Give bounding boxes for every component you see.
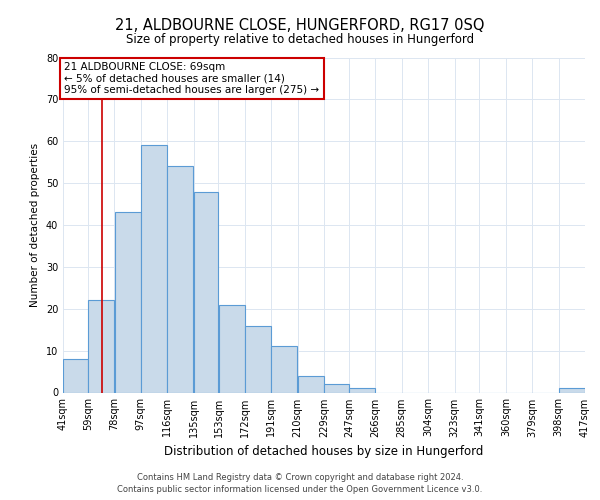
Bar	[167, 166, 193, 392]
Bar	[559, 388, 585, 392]
Bar	[298, 376, 324, 392]
Text: Contains HM Land Registry data © Crown copyright and database right 2024.
Contai: Contains HM Land Registry data © Crown c…	[118, 472, 482, 494]
Bar	[218, 304, 245, 392]
Bar	[245, 326, 271, 392]
Bar	[194, 192, 218, 392]
Text: 21, ALDBOURNE CLOSE, HUNGERFORD, RG17 0SQ: 21, ALDBOURNE CLOSE, HUNGERFORD, RG17 0S…	[115, 18, 485, 32]
Bar	[63, 359, 88, 392]
Bar	[88, 300, 114, 392]
X-axis label: Distribution of detached houses by size in Hungerford: Distribution of detached houses by size …	[164, 445, 484, 458]
Text: Size of property relative to detached houses in Hungerford: Size of property relative to detached ho…	[126, 32, 474, 46]
Bar	[349, 388, 375, 392]
Bar	[324, 384, 349, 392]
Text: 21 ALDBOURNE CLOSE: 69sqm
← 5% of detached houses are smaller (14)
95% of semi-d: 21 ALDBOURNE CLOSE: 69sqm ← 5% of detach…	[64, 62, 320, 95]
Y-axis label: Number of detached properties: Number of detached properties	[30, 143, 40, 307]
Bar	[271, 346, 298, 393]
Bar	[141, 146, 167, 392]
Bar	[115, 212, 140, 392]
